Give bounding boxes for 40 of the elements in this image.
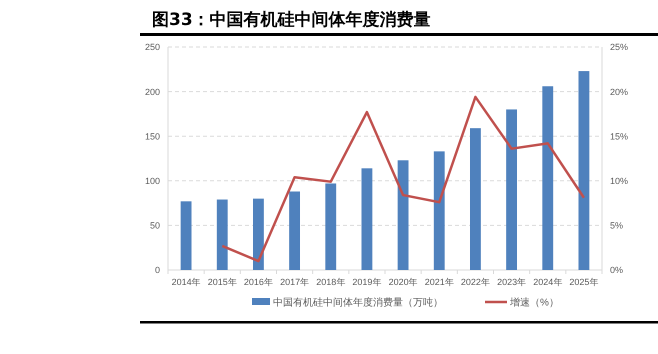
x-tick-label: 2024年 [533,277,562,287]
y2-tick-label: 5% [610,220,624,231]
y2-tick-label: 15% [610,131,628,142]
y-tick-label: 200 [144,86,160,97]
y-tick-label: 0 [154,265,160,276]
y-tick-label: 50 [150,220,160,231]
x-tick-label: 2015年 [208,277,237,287]
bar [361,168,372,270]
y-tick-label: 150 [144,131,160,142]
y2-tick-label: 10% [610,176,628,186]
bar [398,160,409,270]
bar [542,86,554,270]
y2-tick-label: 0% [610,265,624,276]
bar [470,128,481,270]
bar [252,198,264,270]
bar [289,192,300,270]
x-tick-label: 2017年 [280,277,310,287]
line-series [221,96,586,262]
y2-tick-label: 20% [610,86,628,97]
chart-title: 图33：中国有机硅中间体年度消费量 [152,10,431,30]
bar [325,183,336,270]
bar [216,200,228,270]
x-tick-label: 2018年 [316,277,346,287]
bar [180,201,192,270]
x-tick-label: 2016年 [244,277,273,287]
bar [578,71,590,270]
x-tick-label: 2025年 [569,277,598,287]
legend-label: 中国有机硅中间体年度消费量（万吨） [273,296,443,308]
bar [506,109,518,270]
y-tick-label: 250 [144,42,160,52]
x-tick-label: 2021年 [424,277,454,287]
y2-tick-label: 25% [610,42,628,52]
y-tick-label: 100 [144,176,160,186]
bar [434,151,445,270]
x-tick-label: 2014年 [172,277,201,287]
x-tick-label: 2023年 [497,277,526,287]
x-tick-label: 2022年 [460,277,490,287]
x-tick-label: 2019年 [352,277,382,287]
x-tick-label: 2020年 [388,277,418,287]
legend-label: 增速（%） [509,296,559,308]
